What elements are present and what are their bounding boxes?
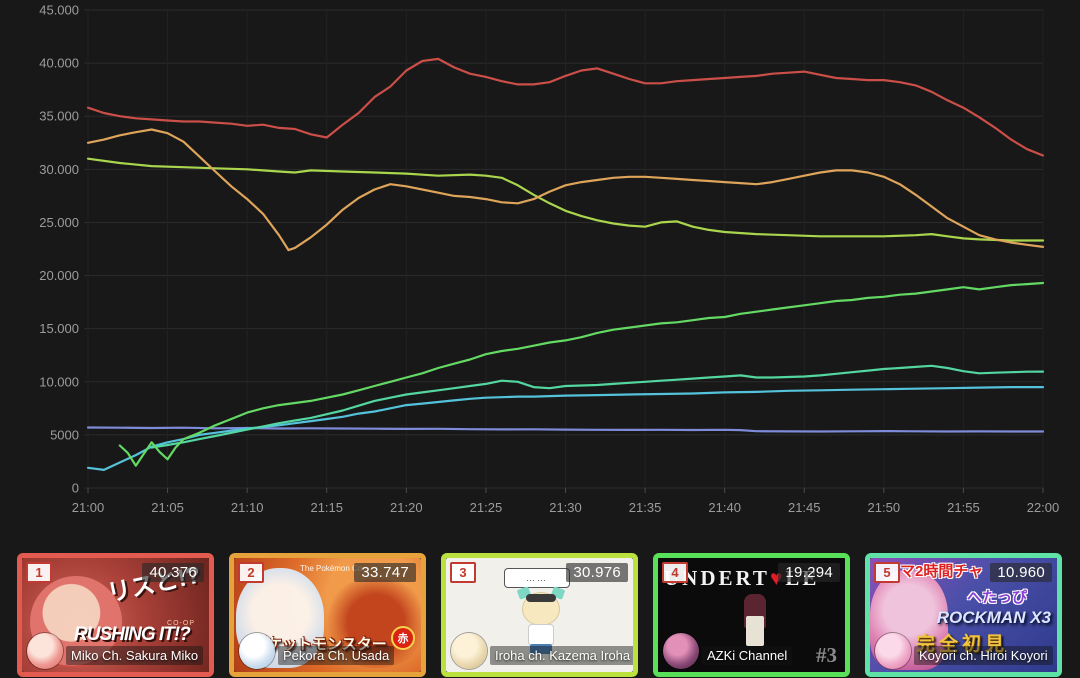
- y-axis-tick-label: 15.000: [39, 321, 79, 336]
- chart-canvas: 45.000 40.000 35.000 30.000 25.000 20.000 15.0…: [39, 3, 1060, 516]
- video-thumbnail: マ2時間チャ へたっぴ ROCKMAN X3 完全初見 5 10.960 Koy…: [870, 558, 1057, 672]
- video-thumbnail: UNDERT♥LE #3 4 19.294 AZKi Channel: [658, 558, 845, 672]
- chart-line-rank4: [118, 281, 1045, 467]
- x-axis-tick-label: 21:15: [310, 500, 343, 515]
- x-axis-tick-label: 21:55: [947, 500, 980, 515]
- channel-card-rank2[interactable]: The Pokémon Co ポケットモンスター 赤 2 33.747 Peko…: [229, 553, 426, 677]
- rank-number: 2: [247, 565, 255, 580]
- channel-avatar[interactable]: [451, 633, 487, 669]
- rank-badge: 1: [26, 562, 52, 583]
- video-thumbnail: リスと!? CO-OP RUSHING IT!? 1 40.376 Miko C…: [22, 558, 209, 672]
- thumbnail-title-text: ポケットモンスター: [252, 636, 387, 653]
- channel-card-rank1[interactable]: リスと!? CO-OP RUSHING IT!? 1 40.376 Miko C…: [17, 553, 214, 677]
- rank-badge: 4: [662, 562, 688, 583]
- viewer-count: 40.376: [142, 563, 204, 582]
- thumbnail-subtext: へたっぴ: [966, 589, 1027, 606]
- y-axis-tick-label: 40.000: [39, 56, 79, 71]
- x-axis-tick-label: 21:00: [72, 500, 105, 515]
- rank-badge: 5: [874, 562, 900, 583]
- channel-cards-row: リスと!? CO-OP RUSHING IT!? 1 40.376 Miko C…: [0, 553, 1080, 677]
- x-axis-tick-label: 21:30: [549, 500, 582, 515]
- channel-name[interactable]: Koyori ch. Hiroi Koyori: [914, 646, 1053, 665]
- channel-name[interactable]: Iroha ch. Kazema Iroha: [490, 646, 633, 665]
- thumbnail-character-art: [526, 594, 556, 602]
- x-axis-tick-label: 22:00: [1027, 500, 1060, 515]
- chart-line-rank2: [86, 128, 1045, 252]
- y-axis-tick-label: 10.000: [39, 374, 79, 389]
- y-axis-tick-label: 5000: [50, 427, 79, 442]
- video-thumbnail: …… 3 30.976 Iroha ch. Kazema Iroha: [446, 558, 633, 672]
- y-axis-tick-label: 35.000: [39, 109, 79, 124]
- red-version-badge: 赤: [393, 628, 413, 648]
- rockman-logo-text: ROCKMAN X3: [936, 608, 1051, 627]
- x-axis-tick-label: 21:45: [788, 500, 821, 515]
- chart-line-rank5: [150, 364, 1045, 449]
- rank-badge: 3: [450, 562, 476, 583]
- chart-line-rank1: [86, 57, 1045, 157]
- thumbnail-bottom-text: 完全初見: [916, 634, 1009, 655]
- viewer-count: 33.747: [354, 563, 416, 582]
- x-axis-tick-label: 21:40: [708, 500, 741, 515]
- x-axis-tick-label: 21:10: [231, 500, 264, 515]
- thumbnail-character-art: [746, 616, 764, 646]
- thumbnail-subtext: CO-OP: [167, 620, 195, 627]
- channel-name[interactable]: AZKi Channel: [702, 646, 793, 665]
- thumbnail-character-art: [528, 624, 554, 646]
- rank-number: 4: [671, 565, 679, 580]
- y-axis-tick-label: 0: [72, 481, 79, 496]
- x-axis-tick-label: 21:35: [629, 500, 662, 515]
- viewer-count: 10.960: [990, 563, 1052, 582]
- viewers-line-chart: 45.000 40.000 35.000 30.000 25.000 20.000 15.0…: [39, 3, 1060, 516]
- viewer-count: 30.976: [566, 563, 628, 582]
- rank-badge: 2: [238, 562, 264, 583]
- y-axis-tick-label: 30.000: [39, 162, 79, 177]
- thumbnail-title-text: RUSHING IT!?: [74, 624, 191, 645]
- rank-number: 1: [35, 565, 43, 580]
- channel-card-rank5[interactable]: マ2時間チャ へたっぴ ROCKMAN X3 完全初見 5 10.960 Koy…: [865, 553, 1062, 677]
- channel-name[interactable]: Miko Ch. Sakura Miko: [66, 646, 204, 665]
- thumbnail-title-text: マ2時間チャ: [900, 563, 984, 580]
- chart-line-rank6: [86, 386, 1045, 471]
- rank-number: 5: [883, 565, 891, 580]
- channel-name[interactable]: Pekora Ch. Usada: [278, 646, 395, 665]
- video-thumbnail: The Pokémon Co ポケットモンスター 赤 2 33.747 Peko…: [234, 558, 421, 672]
- x-axis-tick-label: 21:25: [470, 500, 503, 515]
- thumbnail-subtext: The Pokémon Co: [300, 564, 363, 573]
- y-axis-tick-label: 20.000: [39, 268, 79, 283]
- x-axis-tick-label: 21:50: [868, 500, 901, 515]
- x-axis-tick-label: 21:20: [390, 500, 423, 515]
- chart-line-rank3: [86, 157, 1045, 242]
- thumbnail-flame-art: [321, 578, 421, 668]
- channel-avatar[interactable]: [239, 633, 275, 669]
- channel-avatar[interactable]: [875, 633, 911, 669]
- x-axis-tick-label: 21:05: [151, 500, 184, 515]
- episode-number: #3: [816, 643, 837, 667]
- channel-card-rank3[interactable]: …… 3 30.976 Iroha ch. Kazema Iroha: [441, 553, 638, 677]
- speech-bubble: ……: [504, 568, 570, 588]
- channel-avatar[interactable]: [663, 633, 699, 669]
- channel-avatar[interactable]: [27, 633, 63, 669]
- channel-card-rank4[interactable]: UNDERT♥LE #3 4 19.294 AZKi Channel: [653, 553, 850, 677]
- viewer-count: 19.294: [778, 563, 840, 582]
- y-axis-tick-label: 45.000: [39, 3, 79, 18]
- y-axis-tick-label: 25.000: [39, 215, 79, 230]
- rank-number: 3: [459, 565, 467, 580]
- thumbnail-character-art: [530, 644, 552, 654]
